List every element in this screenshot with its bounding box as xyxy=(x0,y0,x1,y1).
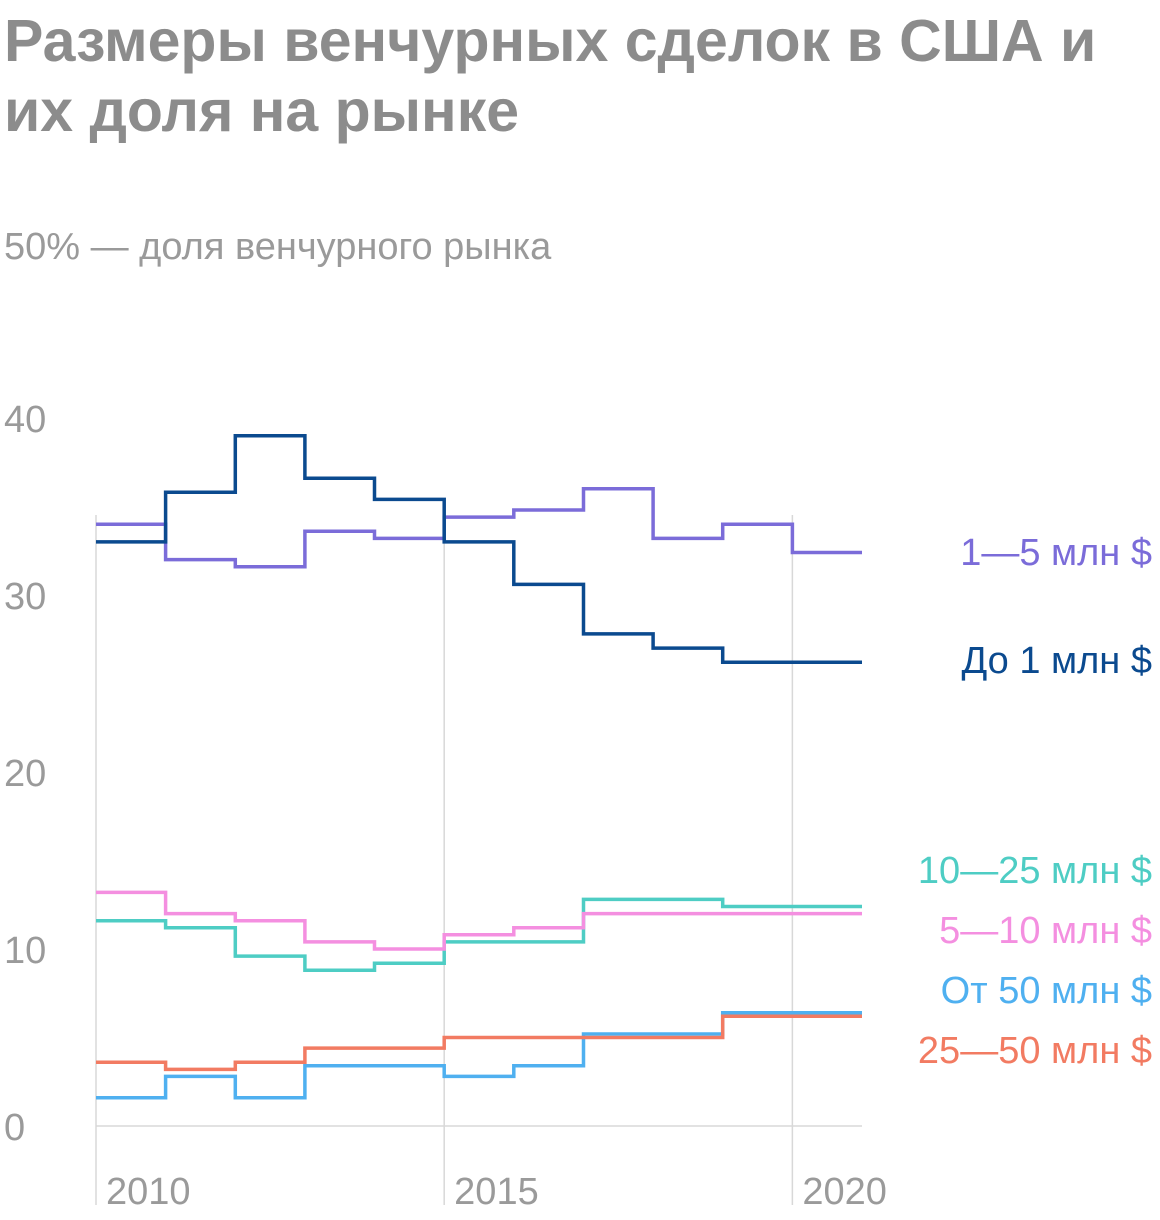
x-tick-label: 2010 xyxy=(106,1171,191,1213)
series-label: 25—50 млн $ xyxy=(918,1030,1152,1072)
x-axis: 2010 2015 2020 xyxy=(106,1171,887,1213)
series-line-2 xyxy=(96,897,862,972)
series-labels: 1—5 млн $ До 1 млн $ 10—25 млн $ 5—10 млн $… xyxy=(918,532,1152,1072)
x-tick-label: 2020 xyxy=(802,1171,887,1213)
series-label: 1—5 млн $ xyxy=(960,532,1152,574)
y-axis: 0 10 20 30 40 xyxy=(4,399,46,1149)
chart-grid xyxy=(95,515,862,1205)
series-line-3 xyxy=(96,890,862,951)
y-tick-label: 30 xyxy=(4,576,46,618)
series-label: 5—10 млн $ xyxy=(939,910,1152,952)
series-line-4 xyxy=(96,1010,862,1100)
y-tick-label: 10 xyxy=(4,930,46,972)
series-line-1 xyxy=(96,433,862,665)
series-line-0 xyxy=(96,487,862,569)
x-tick-label: 2015 xyxy=(454,1171,539,1213)
series-line-5 xyxy=(96,1014,862,1072)
chart-subtitle: 50% — доля венчурного рынка xyxy=(4,226,552,268)
chart-series xyxy=(96,433,862,1100)
series-label: От 50 млн $ xyxy=(941,970,1152,1012)
y-tick-label: 40 xyxy=(4,399,46,441)
y-tick-label: 20 xyxy=(4,753,46,795)
chart-title: Размеры венчурных сделок в США и их доля… xyxy=(4,8,1097,144)
series-label: До 1 млн $ xyxy=(961,640,1152,682)
series-label: 10—25 млн $ xyxy=(918,850,1152,892)
y-tick-label: 0 xyxy=(4,1107,25,1149)
